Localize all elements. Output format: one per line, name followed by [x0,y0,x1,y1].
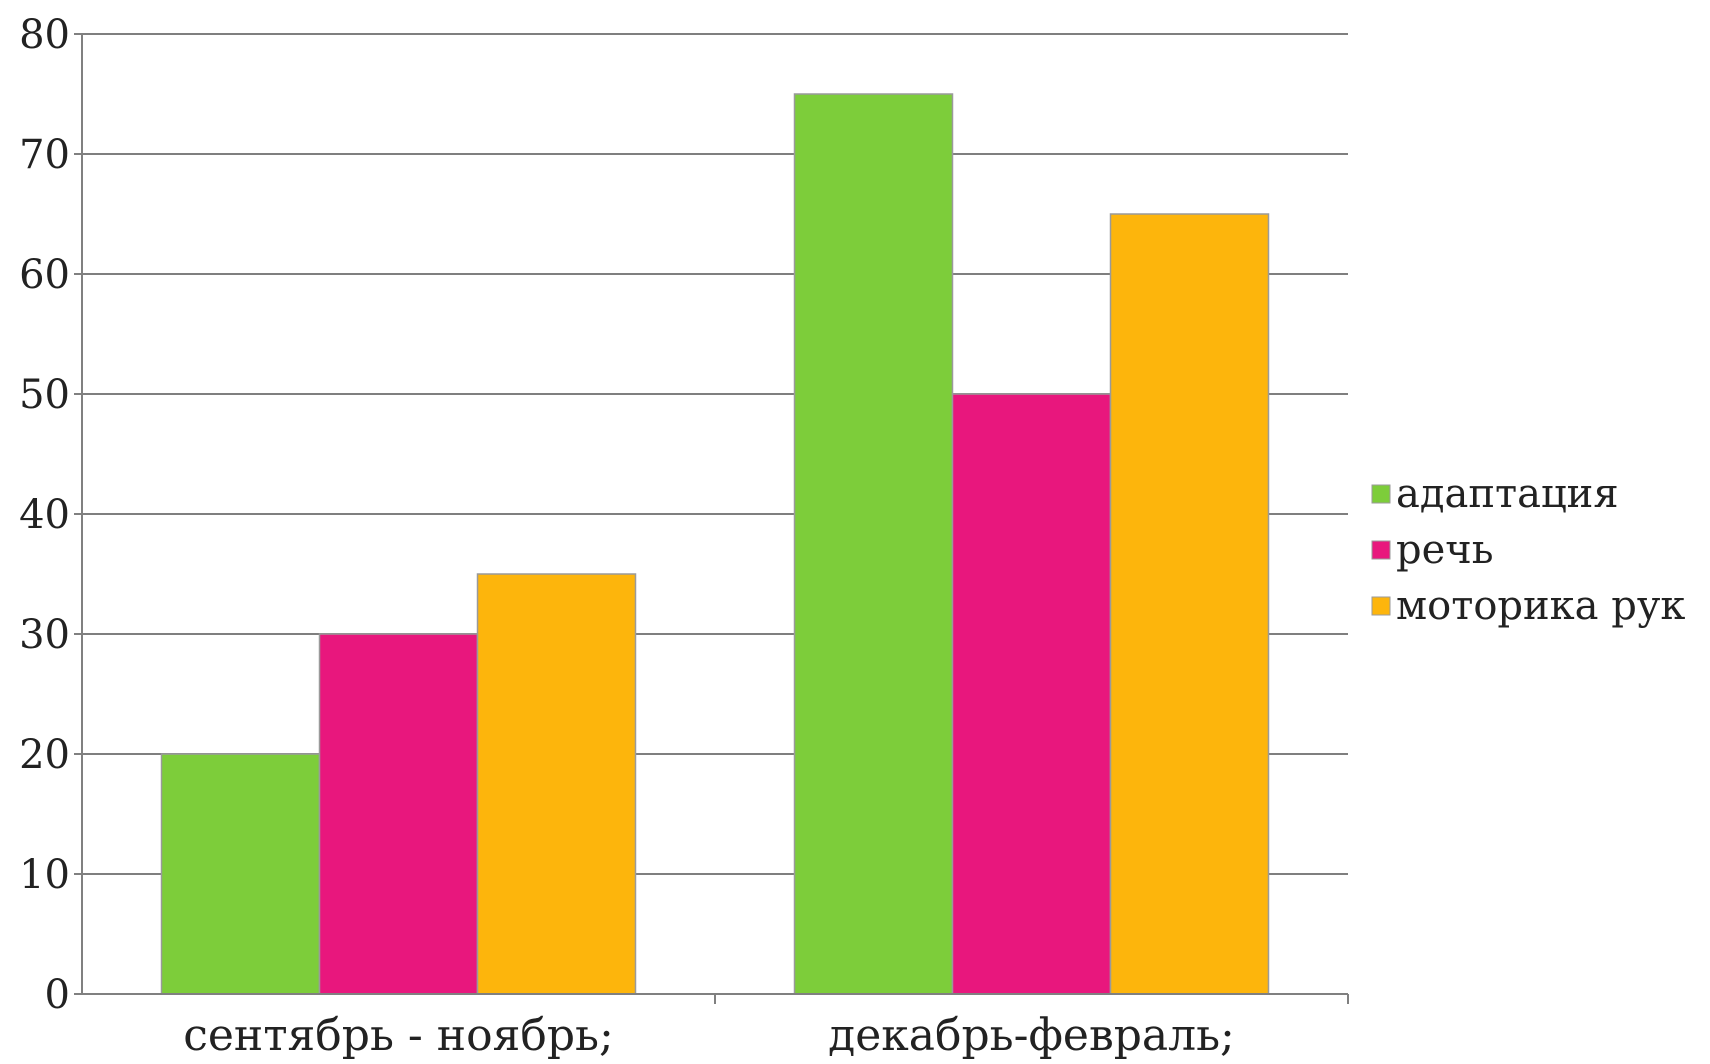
y-tick-label: 70 [19,132,70,178]
legend-swatch [1371,596,1391,616]
x-category-label: сентябрь - ноябрь; [183,1010,614,1061]
x-axis-labels: сентябрь - ноябрь; декабрь-февраль; [183,994,1349,1061]
bar [160,753,321,995]
y-tick-label: 80 [19,12,70,58]
y-tick-label: 0 [45,972,70,1018]
y-tick-label: 40 [19,492,70,538]
legend-label: речь [1396,527,1494,573]
bars [160,93,1270,995]
bar [793,93,954,995]
legend: адаптация речь моторика рук [1371,471,1685,629]
legend-swatch [1371,484,1391,504]
bar [476,573,637,995]
legend-label: моторика рук [1396,583,1685,629]
bar [1109,213,1270,995]
bar [951,393,1112,995]
y-axis-ticks: 0 10 20 30 40 50 60 70 80 [19,12,82,1018]
bar [318,633,479,995]
legend-label: адаптация [1396,471,1619,517]
x-category-label: декабрь-февраль; [828,1010,1235,1061]
legend-swatch [1371,540,1391,560]
y-tick-label: 30 [19,612,70,658]
y-tick-label: 50 [19,372,70,418]
y-tick-label: 60 [19,252,70,298]
y-tick-label: 10 [19,852,70,898]
y-tick-label: 20 [19,732,70,778]
